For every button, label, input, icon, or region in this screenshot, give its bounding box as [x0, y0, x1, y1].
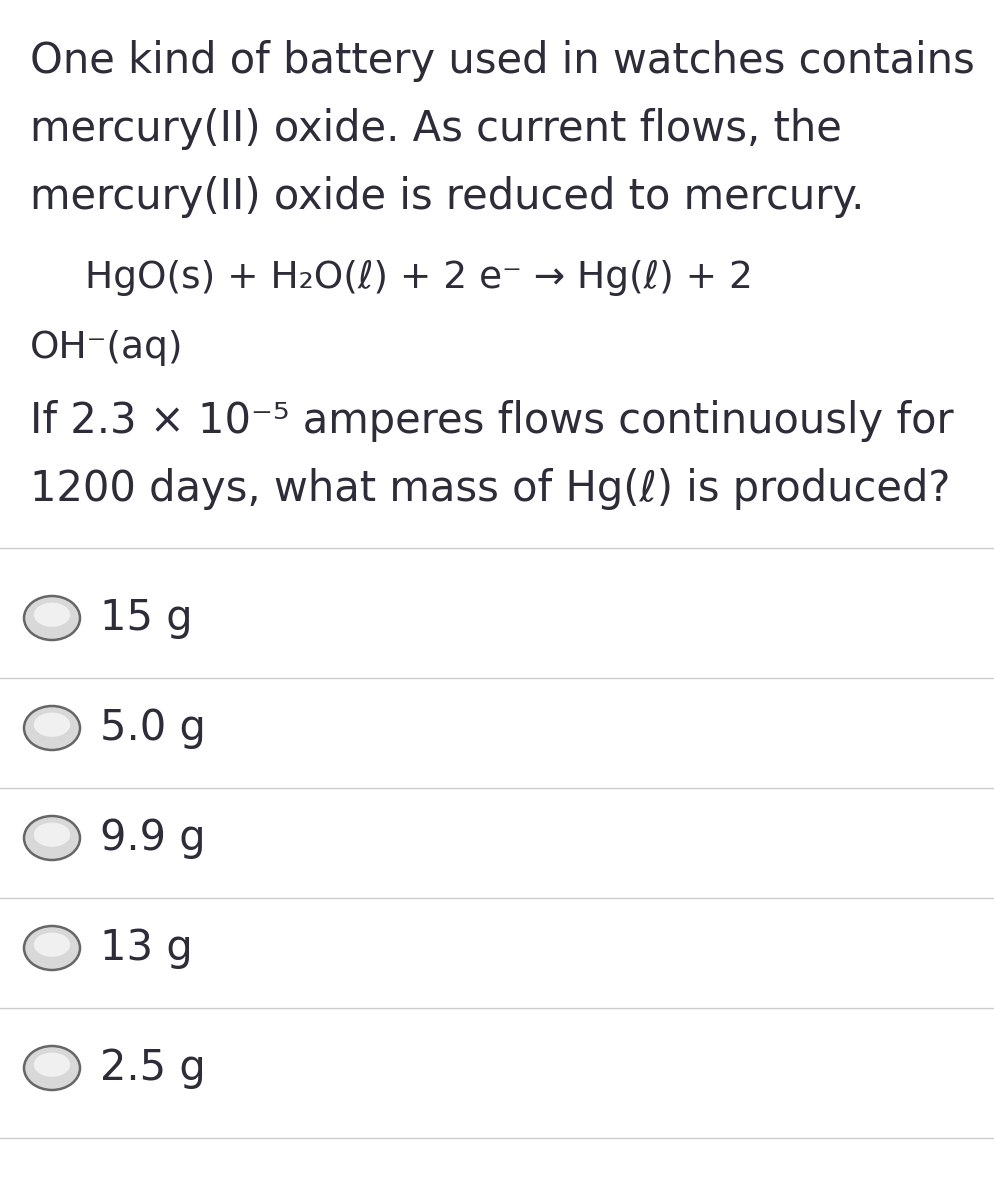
Text: OH⁻(aq): OH⁻(aq) [30, 330, 184, 366]
Ellipse shape [34, 933, 71, 957]
Ellipse shape [34, 603, 71, 627]
Text: If 2.3 × 10⁻⁵ amperes flows continuously for: If 2.3 × 10⁻⁵ amperes flows continuously… [30, 400, 953, 442]
Ellipse shape [34, 823, 71, 846]
Ellipse shape [34, 1053, 71, 1077]
Text: One kind of battery used in watches contains: One kind of battery used in watches cont… [30, 40, 975, 82]
Ellipse shape [24, 706, 80, 751]
Text: 13 g: 13 g [100, 927, 193, 969]
Text: 5.0 g: 5.0 g [100, 707, 206, 749]
Text: mercury(II) oxide. As current flows, the: mercury(II) oxide. As current flows, the [30, 108, 842, 150]
Text: 2.5 g: 2.5 g [100, 1047, 206, 1089]
Ellipse shape [24, 596, 80, 640]
Ellipse shape [24, 926, 80, 970]
Ellipse shape [34, 712, 71, 737]
Text: HgO(s) + H₂O(ℓ) + 2 e⁻ → Hg(ℓ) + 2: HgO(s) + H₂O(ℓ) + 2 e⁻ → Hg(ℓ) + 2 [85, 260, 752, 296]
Ellipse shape [24, 817, 80, 860]
Text: 15 g: 15 g [100, 597, 193, 639]
Text: mercury(II) oxide is reduced to mercury.: mercury(II) oxide is reduced to mercury. [30, 176, 865, 218]
Text: 9.9 g: 9.9 g [100, 817, 206, 858]
Text: 1200 days, what mass of Hg(ℓ) is produced?: 1200 days, what mass of Hg(ℓ) is produce… [30, 468, 950, 510]
Ellipse shape [24, 1046, 80, 1090]
